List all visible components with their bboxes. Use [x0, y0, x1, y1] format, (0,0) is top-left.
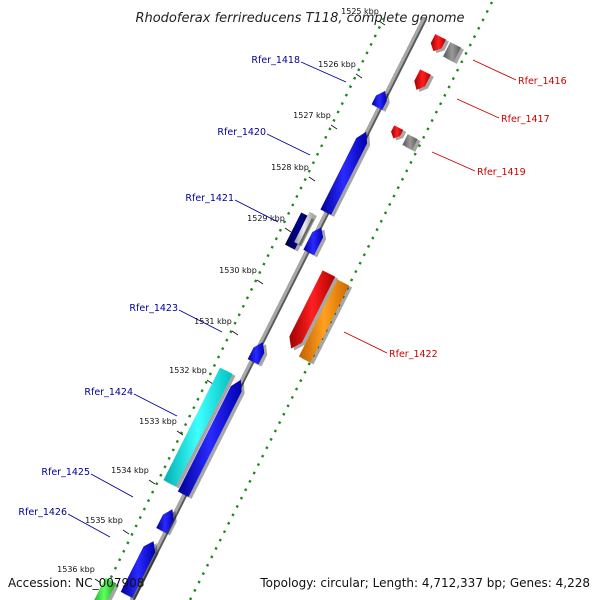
tick-mark: [122, 529, 130, 535]
tick-mark: [206, 379, 214, 385]
genome-summary-text: Topology: circular; Length: 4,712,337 bp…: [259, 576, 590, 590]
label-leader-line: [133, 393, 178, 417]
gene-feature-rfer1422a[interactable]: [289, 270, 336, 349]
genome-backbone: [129, 17, 426, 600]
gene-label-rfer-1425[interactable]: Rfer_1425: [41, 467, 90, 478]
gene-feature-rfer1427[interactable]: [120, 541, 156, 598]
label-leader-line: [300, 61, 347, 83]
tick-mark: [355, 73, 363, 79]
gene-label-rfer-1416[interactable]: Rfer_1416: [518, 76, 567, 87]
gene-feature-rfer1416a[interactable]: [430, 34, 446, 52]
tick-label: 1526 kbp: [318, 60, 356, 69]
gene-label-rfer-1424[interactable]: Rfer_1424: [84, 387, 133, 398]
tick-mark: [148, 479, 156, 485]
tick-mark: [256, 279, 264, 285]
tick-label: 1532 kbp: [169, 366, 207, 375]
gene-feature-rfer1418[interactable]: [371, 90, 387, 110]
tick-mark: [231, 330, 239, 336]
gene-label-rfer-1418[interactable]: Rfer_1418: [251, 55, 300, 66]
kbp-ticks: 1525 kbp 1526 kbp 1527 kbp 1528 kbp 1529 kbp…: [57, 7, 386, 584]
tick-label: 1533 kbp: [139, 417, 177, 426]
gene-feature-rfer1417[interactable]: [414, 69, 431, 90]
tick-label: 1525 kbp: [341, 7, 379, 16]
gene-labels: Rfer_1416 Rfer_1417 Rfer_1419 Rfer_1422 Rfer…: [18, 55, 567, 538]
gene-feature-rfer1421b[interactable]: [294, 211, 314, 245]
label-leader-line: [431, 151, 476, 172]
label-leader-line: [234, 199, 279, 223]
gene-feature-rfer1426[interactable]: [156, 509, 174, 534]
tick-mark: [330, 124, 338, 130]
gene-feature-rfer1424a[interactable]: [163, 367, 233, 487]
label-leader-line: [343, 331, 388, 354]
tick-mark: [94, 578, 102, 584]
map-title: Rhodoferax ferrireducens T118, complete …: [135, 11, 464, 26]
label-leader-line: [456, 98, 500, 119]
gene-feature-rfer1419b[interactable]: [402, 134, 418, 150]
gene-feature-rfer1416b[interactable]: [443, 42, 461, 62]
tick-label: 1530 kbp: [219, 266, 257, 275]
tick-label: 1528 kbp: [271, 163, 309, 172]
gene-feature-rfer1419a[interactable]: [391, 125, 404, 139]
label-leader-line: [472, 59, 517, 81]
gene-feature-rfer1420[interactable]: [320, 131, 368, 215]
tick-label: 1531 kbp: [194, 317, 232, 326]
gene-feature-rfer1421b-shadow: [297, 213, 317, 247]
tick-label: 1534 kbp: [111, 466, 149, 475]
gene-feature-rfer1421c[interactable]: [303, 227, 324, 256]
gene-feature-rfer1423[interactable]: [247, 342, 265, 365]
tick-label: 1527 kbp: [293, 111, 331, 120]
gene-label-rfer-1422[interactable]: Rfer_1422: [389, 349, 438, 360]
label-leader-line: [266, 133, 311, 156]
tick-mark: [378, 20, 386, 26]
gene-label-rfer-1417[interactable]: Rfer_1417: [501, 114, 550, 125]
label-leader-line: [67, 513, 111, 538]
gene-label-rfer-1420[interactable]: Rfer_1420: [217, 127, 266, 138]
tick-mark: [176, 430, 184, 436]
tick-mark: [308, 176, 316, 182]
accession-text: Accession: NC_007908: [8, 576, 144, 590]
label-leader-line: [178, 309, 223, 333]
gene-label-rfer-1421[interactable]: Rfer_1421: [185, 193, 234, 204]
label-leader-line: [90, 473, 134, 498]
gene-label-rfer-1419[interactable]: Rfer_1419: [477, 167, 526, 178]
tick-label: 1535 kbp: [85, 516, 123, 525]
tick-label: 1529 kbp: [247, 214, 285, 223]
gene-feature-rfer1422b[interactable]: [298, 279, 350, 363]
tick-mark: [284, 227, 292, 233]
gene-feature-rfer1428[interactable]: [92, 577, 117, 600]
tick-label: 1536 kbp: [57, 565, 95, 574]
gene-label-rfer-1426[interactable]: Rfer_1426: [18, 507, 67, 518]
gene-feature-rfer1424b[interactable]: [177, 379, 242, 497]
gene-features: [92, 34, 464, 600]
gene-label-rfer-1423[interactable]: Rfer_1423: [129, 303, 178, 314]
